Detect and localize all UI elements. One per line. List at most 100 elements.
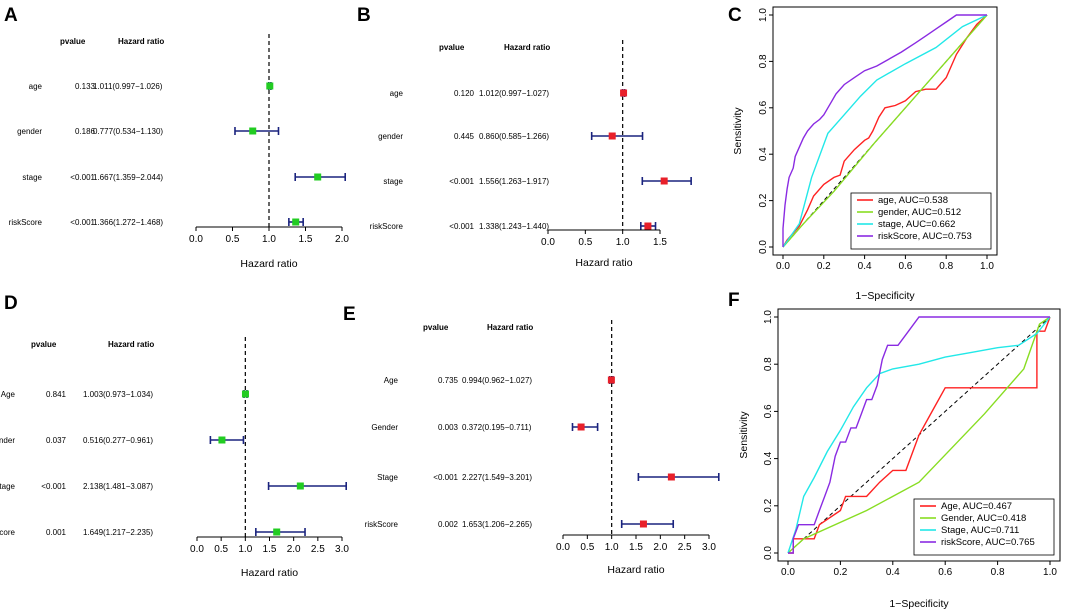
roc-curve-2 (782, 14, 988, 248)
column-header-pvalue: pvalue (423, 323, 449, 332)
x-axis-title: Hazard ratio (241, 567, 298, 579)
row-pvalue: 0.735 (438, 376, 459, 385)
row-variable: age (29, 82, 43, 91)
row-variable: Age (384, 376, 399, 385)
x-tick-label: 3.0 (335, 544, 349, 555)
row-pvalue: 0.001 (46, 528, 67, 537)
x-tick-label: 0.5 (578, 237, 592, 248)
legend-entry: gender, AUC=0.512 (878, 207, 961, 218)
y-tick-label: 0.6 (758, 100, 769, 114)
row-pvalue: <0.001 (449, 222, 474, 231)
hr-marker (639, 520, 647, 528)
x-tick-label: 0.0 (541, 237, 555, 248)
row-pvalue: 0.002 (438, 520, 459, 529)
panel-label: E (343, 304, 356, 325)
row-variable: riskScore (9, 218, 43, 227)
x-tick-label: 1.5 (629, 542, 643, 553)
hr-marker (241, 390, 249, 398)
x-tick-label: 0.2 (817, 261, 831, 272)
x-tick-label: 2.0 (287, 544, 301, 555)
x-tick-label: 0.6 (898, 261, 912, 272)
roc-curve-0 (782, 14, 988, 248)
row-hazard-ratio: 1.366(1.272−1.468) (93, 218, 163, 227)
column-header-hazard-ratio: Hazard ratio (118, 37, 164, 46)
y-tick-label: 0.6 (763, 404, 774, 418)
hr-marker (667, 473, 675, 481)
row-pvalue: <0.001 (433, 473, 458, 482)
roc-curve-1 (782, 14, 988, 248)
panel-f: F 0.0 0.0 0.2 0.2 0.4 0.4 0.6 0.6 0.8 0.8 1.0 1.0 1−S… (728, 290, 1061, 610)
row-variable: Age (1, 390, 16, 399)
y-tick-label: 0.4 (763, 451, 774, 465)
legend-entry: riskScore, AUC=0.765 (941, 537, 1035, 548)
x-tick-label: 1.5 (263, 544, 277, 555)
row-hazard-ratio: 0.372(0.195−0.711) (462, 423, 532, 432)
hr-marker (607, 376, 615, 384)
legend-box (850, 192, 992, 250)
x-axis-title: Hazard ratio (575, 257, 632, 269)
x-tick-label: 0.6 (938, 567, 952, 578)
y-tick-label: 0.0 (763, 546, 774, 560)
row-hazard-ratio: 1.338(1.243−1.440) (479, 222, 549, 231)
x-tick-label: 0.4 (886, 567, 900, 578)
plot-frame (772, 6, 998, 256)
y-tick-label: 0.0 (758, 240, 769, 254)
x-tick-label: 2.5 (678, 542, 692, 553)
panel-c: C 0.0 0.0 0.2 0.2 0.4 0.4 0.6 0.6 0.8 0.8 1.0 1.0 1−S… (728, 5, 998, 302)
row-variable: Stage (0, 482, 16, 491)
hr-marker (620, 89, 628, 97)
x-tick-label: 1.0 (605, 542, 619, 553)
row-pvalue: 0.186 (75, 127, 96, 136)
hr-marker (273, 528, 281, 536)
row-variable: stage (22, 173, 42, 182)
column-header-pvalue: pvalue (31, 340, 57, 349)
x-axis-title: 1−Specificity (855, 290, 915, 302)
column-header-hazard-ratio: Hazard ratio (487, 323, 533, 332)
row-hazard-ratio: 1.667(1.359−2.044) (93, 173, 163, 182)
x-tick-label: 1.0 (1043, 567, 1057, 578)
row-hazard-ratio: 1.012(0.997−1.027) (479, 89, 549, 98)
hr-marker (266, 82, 274, 90)
hr-marker (608, 132, 616, 140)
x-tick-label: 0.5 (226, 234, 240, 245)
hr-marker (292, 218, 300, 226)
x-tick-label: 2.0 (335, 234, 349, 245)
x-tick-label: 0.0 (189, 234, 203, 245)
roc-curve-0 (788, 316, 1051, 554)
legend-entry: stage, AUC=0.662 (878, 219, 955, 230)
row-pvalue: 0.445 (454, 132, 475, 141)
x-tick-label: 0.8 (939, 261, 953, 272)
row-pvalue: <0.001 (70, 173, 95, 182)
legend-entry: Stage, AUC=0.711 (941, 525, 1019, 536)
row-pvalue: 0.120 (454, 89, 475, 98)
row-hazard-ratio: 0.516(0.277−0.961) (83, 436, 153, 445)
roc-curve-3 (782, 14, 987, 247)
x-axis-title: Hazard ratio (607, 564, 664, 576)
row-variable: gender (378, 132, 403, 141)
row-hazard-ratio: 1.003(0.973−1.034) (83, 390, 153, 399)
panel-label: D (4, 293, 18, 314)
column-header-pvalue: pvalue (60, 37, 86, 46)
y-tick-label: 1.0 (763, 310, 774, 324)
row-variable: riskScore (370, 222, 404, 231)
x-tick-label: 2.0 (653, 542, 667, 553)
hr-marker (218, 436, 226, 444)
x-tick-label: 0.0 (781, 567, 795, 578)
hr-marker (577, 423, 585, 431)
x-tick-label: 1.5 (299, 234, 313, 245)
row-variable: riskScore (365, 520, 399, 529)
column-header-hazard-ratio: Hazard ratio (504, 43, 550, 52)
legend-entry: riskScore, AUC=0.753 (878, 231, 972, 242)
legend-entry: Age, AUC=0.467 (941, 501, 1012, 512)
row-hazard-ratio: 0.860(0.585−1.266) (479, 132, 549, 141)
x-tick-label: 1.0 (262, 234, 276, 245)
x-axis-title: Hazard ratio (240, 258, 297, 270)
y-axis-title: Sensitivity (732, 107, 744, 155)
row-variable: Stage (377, 473, 398, 482)
hr-marker (660, 177, 668, 185)
row-variable: riskScore (0, 528, 16, 537)
x-tick-label: 0.0 (190, 544, 204, 555)
